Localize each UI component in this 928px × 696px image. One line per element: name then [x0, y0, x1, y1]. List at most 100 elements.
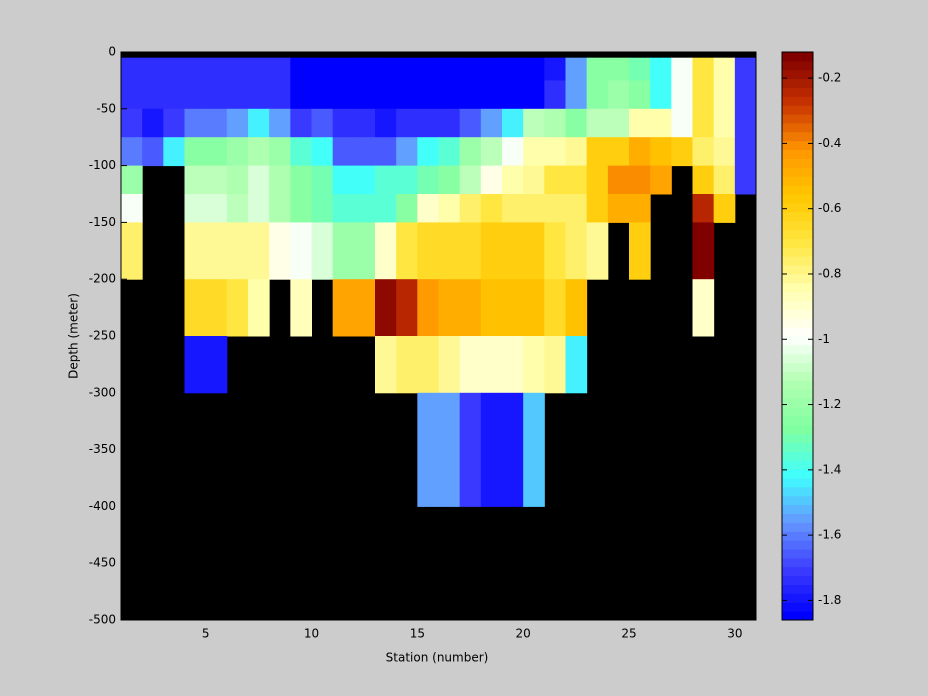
heatmap-cell [248, 165, 270, 195]
colorbar-swatch [782, 318, 813, 328]
heatmap-cell [523, 137, 545, 167]
heatmap-cell [480, 222, 503, 280]
heatmap-cell [417, 336, 439, 394]
heatmap-cell [142, 137, 164, 167]
y-tick-label: -400 [89, 499, 116, 513]
colorbar-swatch [782, 256, 813, 266]
heatmap-cell [523, 222, 545, 280]
colorbar-swatch [782, 52, 813, 62]
heatmap-cell [396, 194, 418, 223]
heatmap-cell [205, 137, 228, 167]
heatmap-cell [121, 108, 143, 138]
heatmap-cell [184, 194, 207, 223]
colorbar-swatch [782, 451, 813, 461]
heatmap-cell [248, 57, 270, 81]
heatmap-cell [290, 80, 312, 110]
colorbar-swatch [782, 265, 813, 275]
heatmap-cell [163, 108, 185, 138]
heatmap-cell [290, 108, 312, 138]
heatmap-cell [205, 57, 228, 81]
heatmap-cell [629, 137, 651, 167]
heatmap-cell [607, 57, 630, 81]
heatmap-cell [438, 279, 461, 337]
heatmap-cell [226, 279, 249, 337]
y-tick-label: -500 [89, 613, 116, 627]
heatmap-cell [502, 165, 524, 195]
heatmap-cell [269, 57, 291, 81]
heatmap-cell [184, 279, 207, 337]
heatmap-cell [438, 194, 461, 223]
heatmap-cell [459, 80, 482, 110]
colorbar-swatch [782, 513, 813, 523]
heatmap-cell [502, 194, 524, 223]
heatmap-cell [607, 165, 630, 195]
heatmap-cell [417, 279, 439, 337]
colorbar-swatch [782, 176, 813, 186]
colorbar-swatch [782, 273, 813, 284]
colorbar-swatch [782, 105, 813, 115]
heatmap-cell [713, 108, 736, 138]
heatmap-cell [353, 108, 376, 138]
heatmap-cell [163, 57, 185, 81]
colorbar-swatch [782, 602, 813, 612]
heatmap-cell [375, 222, 397, 280]
y-tick-label: -50 [96, 101, 116, 115]
heatmap-cell [375, 137, 397, 167]
heatmap-cell [734, 108, 757, 138]
heatmap-cell [544, 165, 566, 195]
heatmap-cell [142, 108, 164, 138]
colorbar-tick-label: -0.2 [818, 71, 841, 85]
heatmap-cell [523, 392, 545, 507]
y-tick-label: 0 [108, 45, 116, 59]
heatmap-cell [332, 137, 355, 167]
colorbar-tick-label: -1.2 [818, 397, 841, 411]
heatmap-cell [311, 137, 334, 167]
heatmap-cell [523, 57, 545, 81]
heatmap-cell [438, 57, 461, 81]
heatmap-cell [438, 80, 461, 110]
colorbar-swatch [782, 327, 813, 337]
heatmap-cell [671, 108, 693, 138]
heatmap-cell [353, 165, 376, 195]
heatmap-cell [417, 57, 439, 81]
colorbar-swatch [782, 123, 813, 133]
heatmap-cell [226, 194, 249, 223]
heatmap-cell [629, 165, 651, 195]
heatmap-cell [375, 80, 397, 110]
heatmap-cell [332, 57, 355, 81]
colorbar-swatch [782, 69, 813, 80]
heatmap-cell [205, 336, 228, 394]
heatmap-cell [269, 80, 291, 110]
heatmap-cell [163, 80, 185, 110]
heatmap-cell [565, 165, 588, 195]
y-tick-label: -350 [89, 442, 116, 456]
heatmap-cell [502, 108, 524, 138]
colorbar-swatch [782, 229, 813, 239]
heatmap-cell [226, 137, 249, 167]
heatmap-cell [438, 137, 461, 167]
heatmap-cell [311, 222, 334, 280]
heatmap-cell [692, 165, 715, 195]
heatmap-cell [692, 80, 715, 110]
heatmap-cell [480, 194, 503, 223]
heatmap-cell [226, 108, 249, 138]
heatmap-cell [375, 194, 397, 223]
heatmap-cell [459, 137, 482, 167]
heatmap-cell [248, 194, 270, 223]
heatmap-cell [332, 222, 355, 280]
colorbar-swatch [782, 522, 813, 532]
heatmap-cell [480, 165, 503, 195]
y-tick-label: -300 [89, 385, 116, 399]
colorbar-swatch [782, 202, 813, 213]
heatmap-cell [205, 80, 228, 110]
heatmap-cell [713, 194, 736, 223]
heatmap-cell [523, 194, 545, 223]
heatmap-cell [629, 80, 651, 110]
heatmap-cell [734, 137, 757, 167]
heatmap-cell [502, 80, 524, 110]
x-tick-label: 25 [621, 627, 636, 641]
heatmap-cell [248, 222, 270, 280]
heatmap-cell [184, 80, 207, 110]
